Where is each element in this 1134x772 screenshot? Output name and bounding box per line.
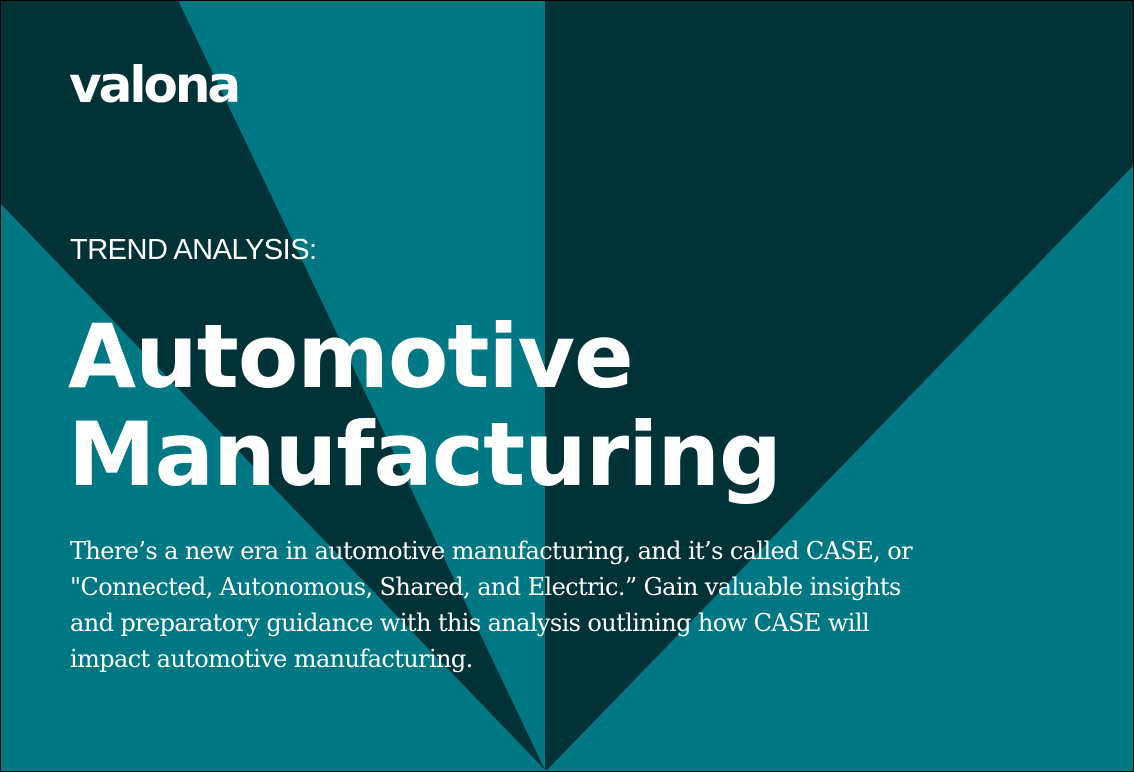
description: There’s a new era in automotive manufact… xyxy=(70,537,913,673)
left-dark-shape xyxy=(0,0,545,770)
page-title: Automotive Manufacturing xyxy=(68,305,782,506)
right-dark-shape xyxy=(545,0,1134,770)
valona-logo: valona xyxy=(69,56,241,114)
eyebrow-label: TREND ANALYSIS: xyxy=(70,234,317,266)
title-line-2: Manufacturing xyxy=(68,403,782,506)
title-line-1: Automotive xyxy=(68,305,634,408)
